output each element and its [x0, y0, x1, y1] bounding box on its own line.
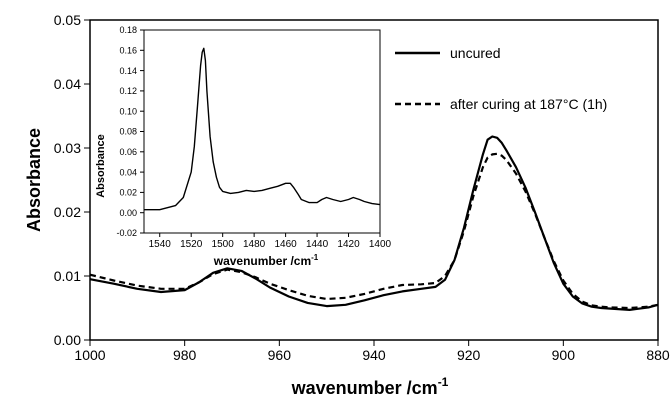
main-x-tick-label: 980 — [173, 347, 197, 363]
inset-y-tick-label: 0.18 — [119, 25, 137, 35]
inset-x-tick-label: 1540 — [149, 239, 172, 250]
inset-y-tick-label: 0.06 — [119, 147, 137, 157]
legend-label-after-curing: after curing at 187°C (1h) — [450, 96, 607, 112]
main-y-axis-title: Absorbance — [24, 128, 44, 232]
main-x-axis-title-text: wavenumber /cm — [291, 378, 438, 398]
main-x-tick-label: 1000 — [74, 347, 105, 363]
inset-y-tick-label: 0.04 — [119, 167, 137, 177]
inset-x-tick-label: 1440 — [306, 239, 329, 250]
inset-x-axis-title-text: wavenumber /cm — [213, 254, 311, 268]
main-x-tick-label: 960 — [268, 347, 292, 363]
inset-x-axis-title-sup: -1 — [311, 253, 319, 262]
inset-x-tick-label: 1420 — [337, 239, 360, 250]
inset-y-tick-label: 0.08 — [119, 127, 137, 137]
main-x-tick-label: 880 — [646, 347, 670, 363]
main-series-after-curing-line — [89, 152, 659, 310]
inset-y-axis-title: Absorbance — [95, 134, 107, 198]
main-y-tick-label: 0.02 — [54, 204, 81, 220]
inset-y-tick-label: 0.00 — [119, 208, 137, 218]
inset-x-tick-label: 1460 — [274, 239, 297, 250]
inset-x-axis-title: wavenumber /cm-1 — [213, 253, 319, 268]
main-x-tick-label: 900 — [552, 347, 576, 363]
main-y-tick-label: 0.04 — [54, 76, 81, 92]
main-x-axis-title-sup: -1 — [438, 375, 449, 389]
inset-x-tick-label: 1480 — [243, 239, 266, 250]
inset-y-tick-label: 0.02 — [119, 188, 137, 198]
inset-series-spectrum-line — [144, 47, 381, 211]
main-x-tick-label: 940 — [362, 347, 386, 363]
main-y-tick-label: 0.03 — [54, 140, 81, 156]
inset-x-tick-label: 1520 — [180, 239, 203, 250]
main-y-tick-label: 0.05 — [54, 12, 81, 28]
inset-y-tick-label: 0.12 — [119, 86, 137, 96]
inset-background — [144, 30, 380, 233]
inset-y-tick-label: 0.10 — [119, 106, 137, 116]
inset-x-tick-label: 1500 — [212, 239, 235, 250]
main-x-axis-title: wavenumber /cm-1 — [291, 375, 449, 398]
inset-y-tick-label: -0.02 — [116, 228, 137, 238]
main-y-tick-label: 0.01 — [54, 268, 81, 284]
main-x-tick-label: 920 — [457, 347, 481, 363]
inset-y-tick-label: 0.14 — [119, 66, 137, 76]
inset-x-tick-label: 1400 — [369, 239, 392, 250]
inset-y-tick-label: 0.16 — [119, 45, 137, 55]
legend-label-uncured: uncured — [450, 45, 501, 61]
main-y-tick-label: 0.00 — [54, 332, 81, 348]
